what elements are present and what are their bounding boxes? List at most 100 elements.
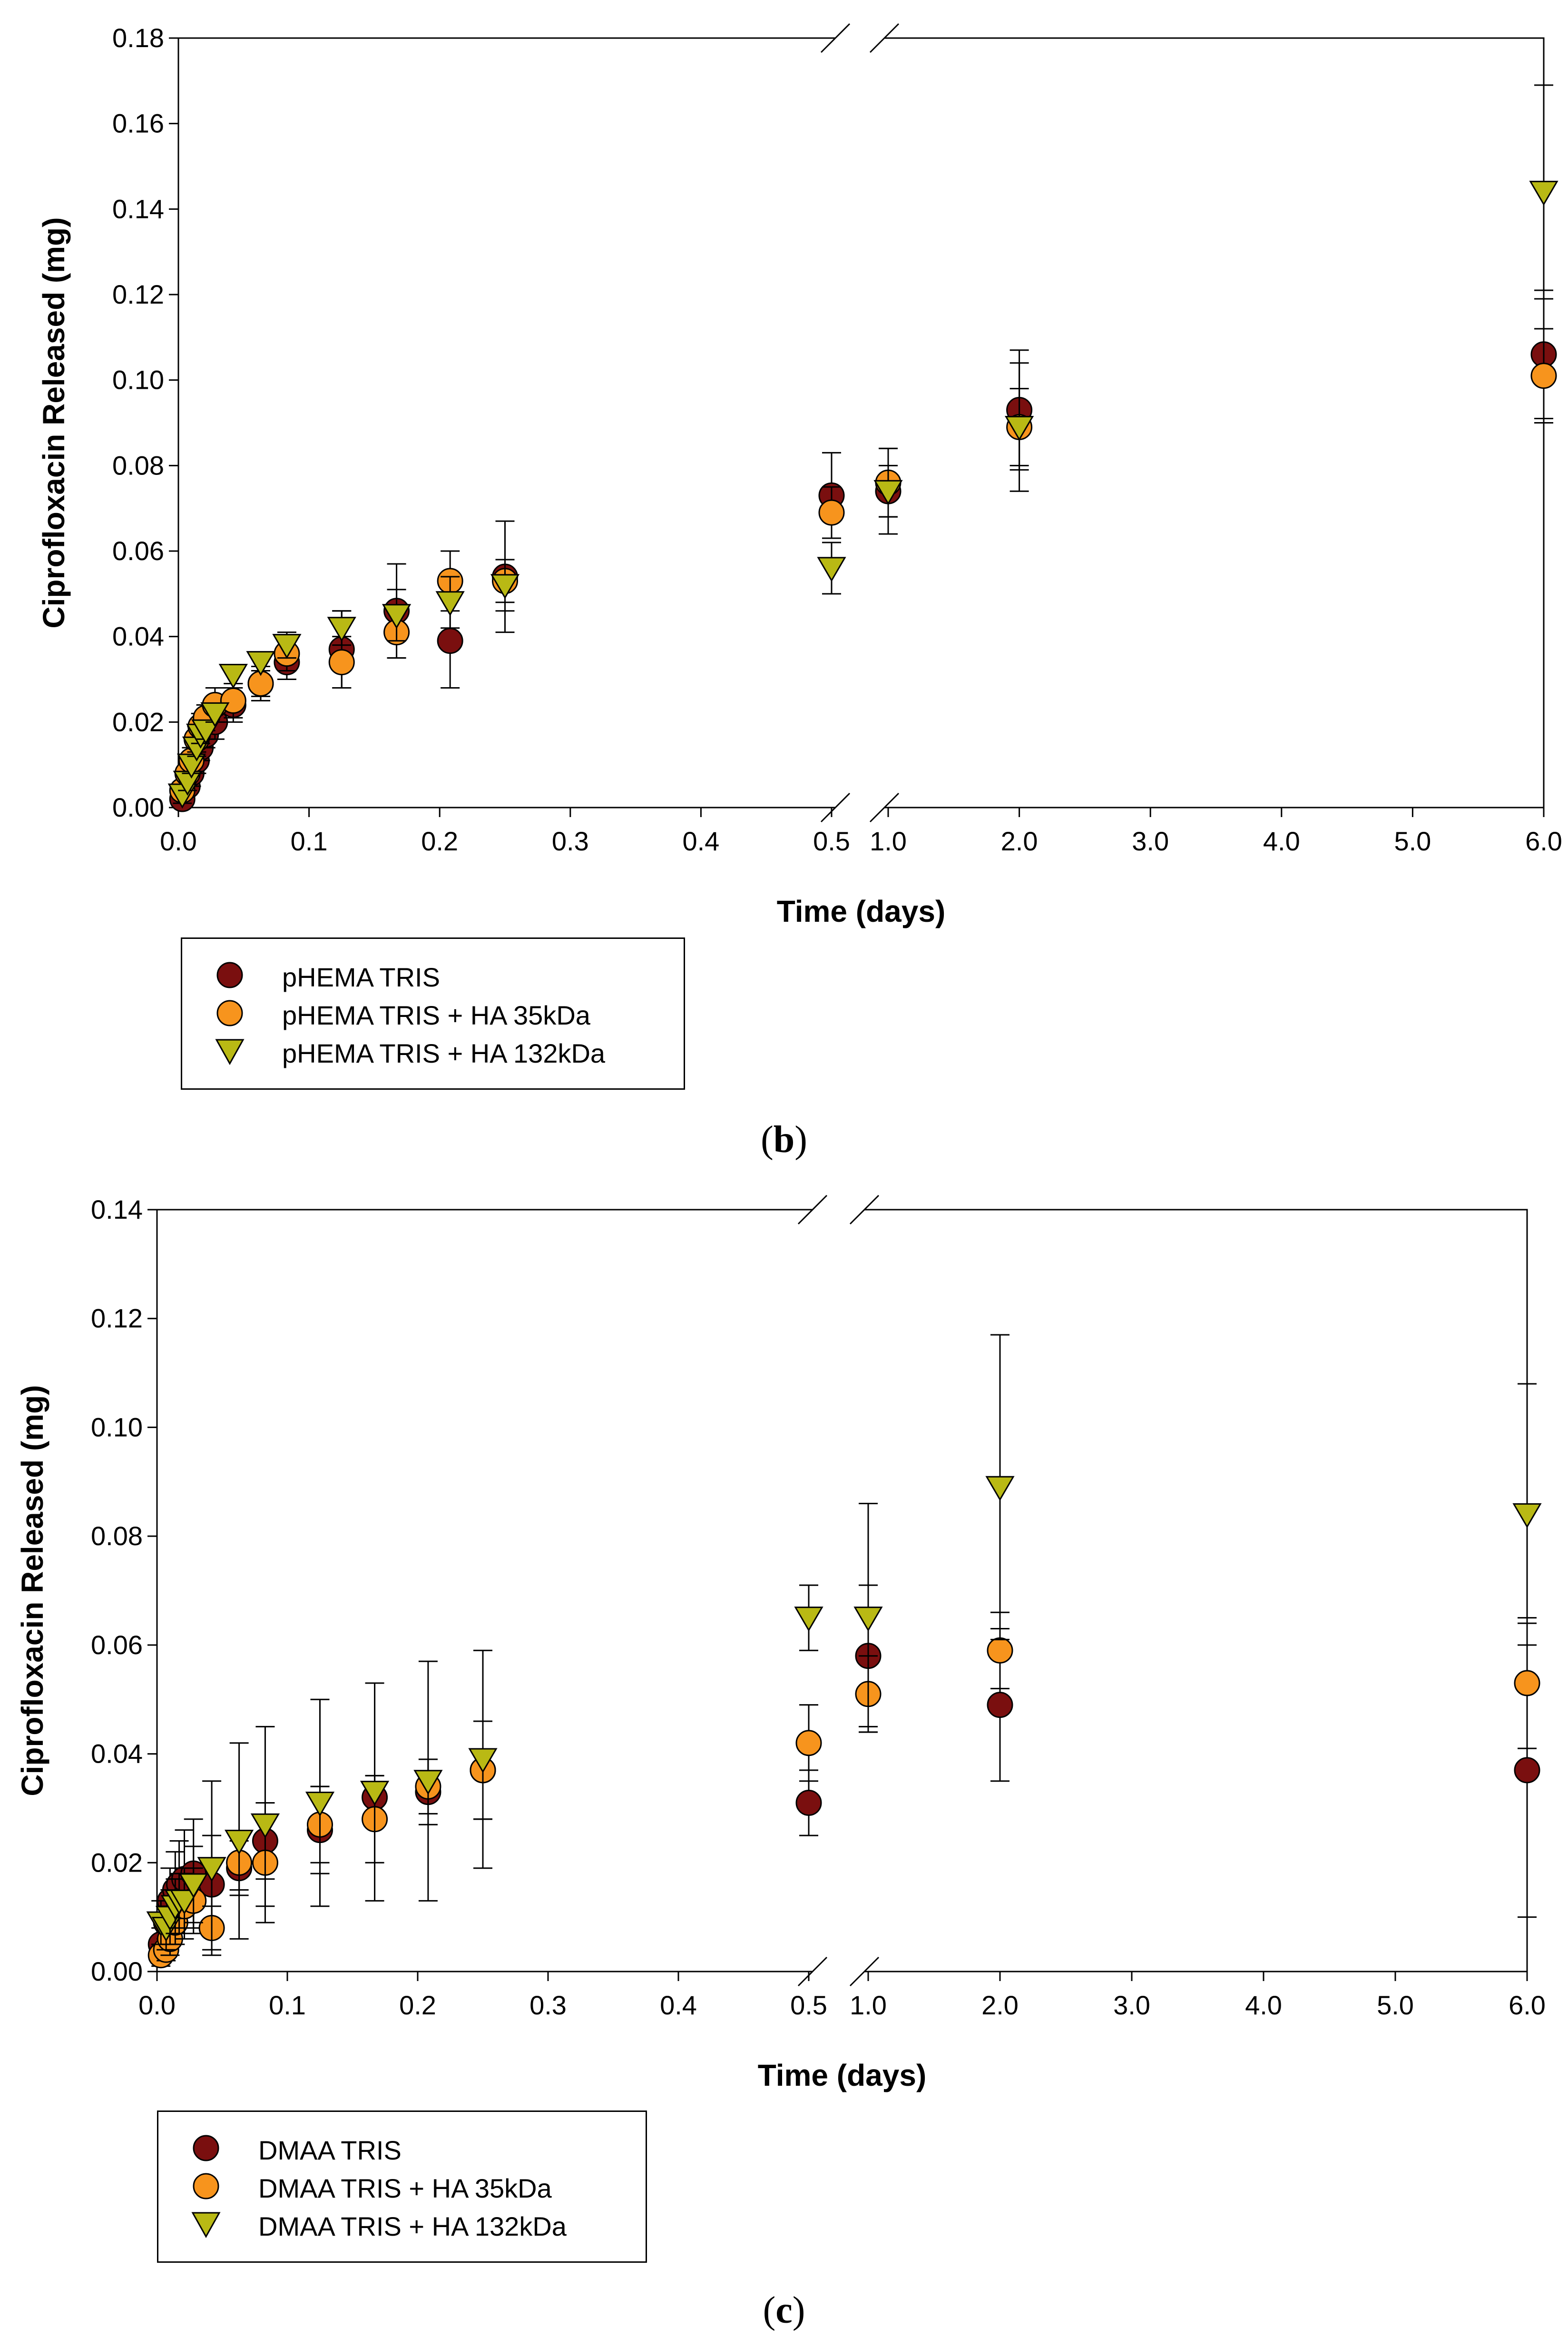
y-tick-label: 0.18: [112, 23, 164, 53]
x-tick-label: 0.1: [291, 826, 328, 856]
data-point: [437, 628, 463, 654]
axis-break-mark: [869, 23, 900, 53]
data-point: [795, 1789, 822, 1816]
data-point: [490, 574, 520, 599]
x-tick-label: 0.5: [813, 826, 850, 856]
data-point: [360, 1781, 390, 1806]
x-axis-title: Time (days): [777, 894, 946, 928]
x-tick-label: 4.0: [1245, 1990, 1282, 2020]
series-phema-tris-ha-35kda: [169, 328, 1557, 804]
x-tick-label: 0.1: [269, 1990, 306, 2020]
chart-panel-b: 0.00 0.02 0.04 0.06 0.08 0.10 0.12 0.14 0.16 0.18…: [0, 0, 1568, 1171]
y-tick-label: 0.02: [112, 707, 164, 737]
series-dmaa-tris: [147, 1584, 1540, 1962]
data-point: [191, 719, 221, 745]
legend-label: DMAA TRIS + HA 35kDa: [258, 2173, 552, 2203]
x-tick-label: 2.0: [1001, 826, 1038, 856]
legend-c: DMAA TRIS DMAA TRIS + HA 35kDa DMAA TRIS…: [157, 2110, 647, 2263]
data-point: [197, 1857, 226, 1882]
legend-item: DMAA TRIS + HA 132kDa: [158, 2205, 646, 2243]
data-point: [1514, 1670, 1540, 1696]
series-phema-tris-ha-132kda: [167, 84, 1558, 809]
axis-break-mark: [820, 792, 851, 823]
data-point: [305, 1791, 335, 1817]
legend-item: pHEMA TRIS + HA 132kDa: [182, 1032, 684, 1070]
x-tick-label: 0.3: [552, 826, 589, 856]
x-tick-label: 1.0: [870, 826, 907, 856]
data-point: [853, 1607, 883, 1632]
y-tick-label: 0.12: [112, 279, 164, 309]
y-tick-label: 0.12: [91, 1303, 143, 1333]
data-point: [795, 1730, 822, 1756]
x-tick-label: 0.2: [399, 1990, 436, 2020]
data-point: [987, 1637, 1013, 1664]
caption-b: (b): [761, 1119, 807, 1161]
data-point: [468, 1748, 498, 1773]
axis-break-gap: [813, 1969, 864, 1974]
x-tick-label: 0.2: [421, 826, 458, 856]
axis-break-mark: [797, 1194, 828, 1225]
data-point: [327, 617, 356, 642]
x-tick-label: 0.0: [138, 1990, 176, 2020]
x-tick-label: 4.0: [1263, 826, 1300, 856]
x-tick-label: 0.5: [790, 1990, 827, 2020]
data-point: [218, 664, 248, 689]
y-tick-label: 0.06: [91, 1630, 143, 1660]
y-tick-label: 0.04: [91, 1739, 143, 1769]
y-tick-label: 0.10: [91, 1412, 143, 1442]
chart-c: 0.00 0.02 0.04 0.06 0.08 0.10 0.12 0.14 0.0 0.1 0.…: [15, 1194, 1546, 2092]
x-tick-label: 3.0: [1132, 826, 1169, 856]
data-point: [246, 651, 275, 676]
data-point: [987, 1692, 1013, 1718]
axis-break-mark: [797, 1956, 828, 1987]
x-axis-title: Time (days): [758, 2058, 927, 2092]
x-tick-label: 0.3: [529, 1990, 567, 2020]
data-point: [176, 753, 206, 779]
y-tick-label: 0.14: [91, 1194, 143, 1224]
data-point: [985, 1476, 1015, 1501]
legend-item: DMAA TRIS + HA 35kDa: [158, 2167, 646, 2205]
chart-panel-c: 0.00 0.02 0.04 0.06 0.08 0.10 0.12 0.14 0.0 0.1 0.…: [0, 1171, 1568, 2347]
data-point: [1514, 1757, 1540, 1784]
chart-b: 0.00 0.02 0.04 0.06 0.08 0.10 0.12 0.14 0.16 0.18…: [37, 23, 1562, 928]
x-tick-label: 3.0: [1113, 1990, 1150, 2020]
data-point: [1530, 363, 1557, 389]
triangle-marker-icon: [215, 1039, 245, 1065]
legend-label: DMAA TRIS: [258, 2135, 402, 2165]
x-tick-label: 5.0: [1377, 1990, 1414, 2020]
axis-break-mark: [849, 1956, 880, 1987]
data-point: [382, 604, 412, 629]
x-tick-label: 6.0: [1509, 1990, 1546, 2020]
y-tick-label: 0.04: [112, 621, 164, 651]
data-point: [817, 557, 846, 582]
circle-marker-icon: [193, 2135, 219, 2161]
legend-label: pHEMA TRIS + HA 35kDa: [282, 1000, 590, 1030]
x-tick-label: 6.0: [1525, 826, 1562, 856]
data-point: [435, 591, 465, 616]
data-point: [250, 1813, 280, 1839]
y-tick-label: 0.00: [112, 792, 164, 822]
circle-marker-icon: [193, 2173, 219, 2199]
data-point: [794, 1607, 823, 1632]
legend-item: DMAA TRIS: [158, 2129, 646, 2167]
y-tick-label: 0.16: [112, 108, 164, 138]
y-tick-label: 0.08: [91, 1521, 143, 1551]
axis-break-mark: [820, 23, 851, 53]
data-point: [179, 1873, 208, 1899]
plot-frame: [156, 1209, 1528, 1972]
series-dmaa-tris-ha-35kda: [147, 1611, 1540, 1969]
data-point: [1004, 415, 1034, 441]
axis-break-gap: [835, 35, 884, 41]
circle-marker-icon: [216, 1000, 243, 1026]
data-point: [873, 480, 903, 505]
circle-marker-icon: [216, 962, 243, 988]
axis-break-mark: [869, 792, 900, 823]
x-tick-label: 5.0: [1394, 826, 1431, 856]
y-tick-label: 0.08: [112, 450, 164, 480]
triangle-marker-icon: [191, 2212, 221, 2239]
y-tick-label: 0.00: [91, 1956, 143, 1986]
axis-break-gap: [835, 805, 884, 810]
legend-item: pHEMA TRIS: [182, 956, 684, 994]
caption-c: (c): [763, 2289, 805, 2331]
plot-frame: [177, 37, 1545, 809]
